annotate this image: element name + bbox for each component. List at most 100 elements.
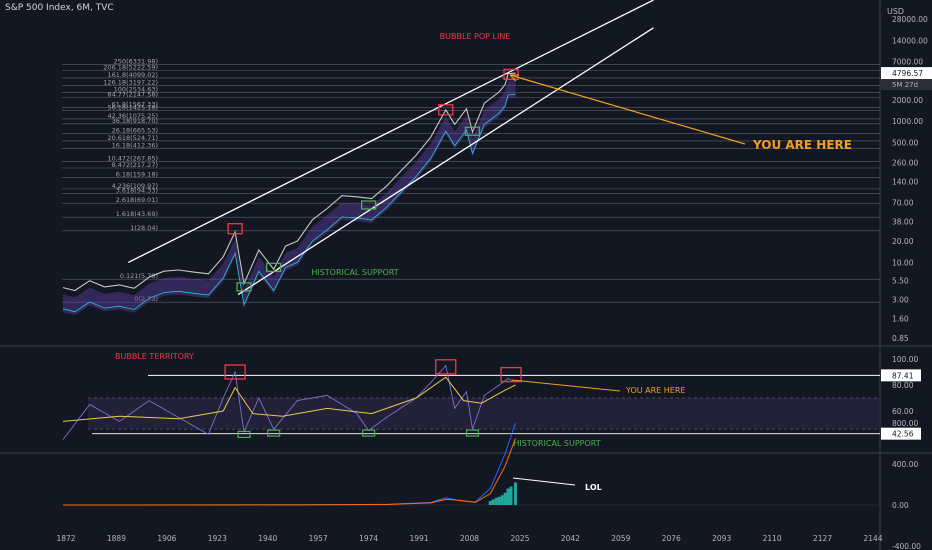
you-are-here-label: YOU ARE HERE <box>752 138 852 152</box>
rsi-tag-label: 42.56 <box>892 430 914 439</box>
rsi-support-marker <box>267 429 281 437</box>
current-price-tag <box>881 67 932 80</box>
time-axis-tick: 2025 <box>510 534 529 543</box>
fib-level-label: 26.18(665.53) <box>112 127 158 135</box>
macd-histogram-bar <box>494 497 498 505</box>
time-axis-tick: 1889 <box>107 534 126 543</box>
price-axis-tick: 260.00 <box>892 158 918 167</box>
rsi-support-marker <box>465 429 480 437</box>
time-axis-tick: 1940 <box>258 534 277 543</box>
price-axis-tick: 1000.00 <box>892 117 923 126</box>
price-axis-tick: 7000.00 <box>892 58 923 67</box>
price-axis-tick: 14000.00 <box>892 36 928 45</box>
macd-histogram-bar <box>509 486 513 505</box>
macd-histogram-bar <box>506 488 510 505</box>
trend-line <box>237 27 654 296</box>
time-axis-tick: 2076 <box>662 534 681 543</box>
price-axis-tick: 500.00 <box>892 138 918 147</box>
macd-line <box>62 422 516 506</box>
time-axis-tick: 2008 <box>460 534 479 543</box>
current-price-label: 4796.57 <box>892 69 923 78</box>
fib-level-label: 100(2534.63) <box>114 86 158 94</box>
fib-level-label: 8.472(217.27) <box>112 161 158 169</box>
support-marker <box>464 126 481 136</box>
macd-axis-tick: 400.00 <box>892 460 918 469</box>
fib-level-label: 36.18(918.70) <box>112 117 158 125</box>
time-axis-tick: 1923 <box>208 534 227 543</box>
rsi-support-marker <box>237 430 251 438</box>
fib-level-label: 42.36(1075.25) <box>107 112 158 120</box>
macd-histogram-bar <box>491 499 495 505</box>
currency-label: USD <box>887 7 904 16</box>
fib-level-label: 4.236(109.97) <box>112 182 158 190</box>
time-axis-tick: 1957 <box>309 534 328 543</box>
bubble-top-marker <box>438 104 454 116</box>
fib-level-label: 1(28.04) <box>130 224 158 232</box>
macd-histogram-bar <box>500 495 504 505</box>
rsi-bubble-marker <box>224 364 246 380</box>
rsi-you-are-here-label: YOU ARE HERE <box>625 386 685 395</box>
fib-level-label: 10.472(267.85) <box>107 155 158 163</box>
rsi-band <box>88 398 880 430</box>
time-axis-tick: 1872 <box>56 534 75 543</box>
arrow-head <box>509 74 519 82</box>
fib-level-label: 56.18(1425.18) <box>107 103 158 111</box>
price-axis-tick: 70.00 <box>892 199 914 208</box>
price-axis-tick: 1.60 <box>892 315 909 324</box>
signal-line <box>62 438 516 506</box>
fib-level-label: 0.121(5.79) <box>120 272 158 280</box>
time-axis-tick: 2144 <box>863 534 882 543</box>
bubble-top-marker <box>503 68 519 81</box>
time-axis-tick: 2093 <box>712 534 731 543</box>
fib-level-label: 250(6331.98) <box>114 58 158 66</box>
rsi-tag-label: 87.41 <box>892 371 914 380</box>
price-axis-tick: 10.00 <box>892 258 914 267</box>
bubble-top-marker <box>227 223 243 235</box>
lol-arrow <box>512 477 576 486</box>
fib-level-label: 84.77(2147.58) <box>107 91 158 99</box>
fib-level-label: 161.8(4099.02) <box>107 71 158 79</box>
price-axis-tick: 38.00 <box>892 217 914 226</box>
macd-histogram-bar <box>503 492 507 505</box>
rsi-you-are-here-arrow <box>511 379 621 392</box>
price-axis-tick: 0.85 <box>892 334 909 343</box>
macd-histogram-bar <box>497 496 501 505</box>
fib-level-label: 0(2.73) <box>134 295 158 303</box>
macd-axis-tick: 800.00 <box>892 419 918 428</box>
fib-level-label: 206.18(5222.59) <box>103 63 158 71</box>
bubble-pop-line-label: BUBBLE POP LINE <box>440 32 511 41</box>
macd-histogram-bar <box>488 500 492 505</box>
countdown-label: 5M 27d <box>892 81 918 89</box>
support-marker <box>360 200 377 210</box>
time-axis-tick: 2110 <box>763 534 782 543</box>
price-axis-tick: 5.50 <box>892 277 909 286</box>
fib-level-label: 2.618(69.01) <box>116 196 158 204</box>
price-axis-tick: 3.00 <box>892 295 909 304</box>
macd-axis-tick: 0.00 <box>892 501 909 510</box>
time-axis-tick: 2127 <box>813 534 832 543</box>
time-axis-tick: 2042 <box>561 534 580 543</box>
rsi-axis-tick: 60.00 <box>892 407 914 416</box>
time-axis-tick: 1991 <box>410 534 429 543</box>
price-axis-tick: 2000.00 <box>892 96 923 105</box>
rsi-tag <box>881 369 921 382</box>
support-marker <box>266 262 282 273</box>
rsi-axis-tick: 80.00 <box>892 381 914 390</box>
support-marker <box>236 282 252 292</box>
price-axis-tick: 20.00 <box>892 237 914 246</box>
historical-support-label: HISTORICAL SUPPORT <box>311 268 398 277</box>
lol-label: LOL <box>585 483 602 492</box>
fib-level-label: 126.18(3197.22) <box>103 79 158 87</box>
chart-title: S&P 500 Index, 6M, TVC <box>5 3 114 13</box>
you-are-here-arrow <box>509 74 746 145</box>
bubble-territory-label: BUBBLE TERRITORY <box>115 352 194 361</box>
price-line <box>62 72 516 292</box>
rsi-historical-support-label: HISTORICAL SUPPORT <box>513 439 600 448</box>
rsi-ma-line <box>62 376 516 422</box>
rsi-support-marker <box>362 429 376 437</box>
fib-level-label: 3.618(94.33) <box>116 187 158 195</box>
fib-level-label: 6.18(159.18) <box>116 171 158 179</box>
fib-level-label: 16.18(412.36) <box>112 141 158 149</box>
countdown-tag <box>881 79 932 91</box>
